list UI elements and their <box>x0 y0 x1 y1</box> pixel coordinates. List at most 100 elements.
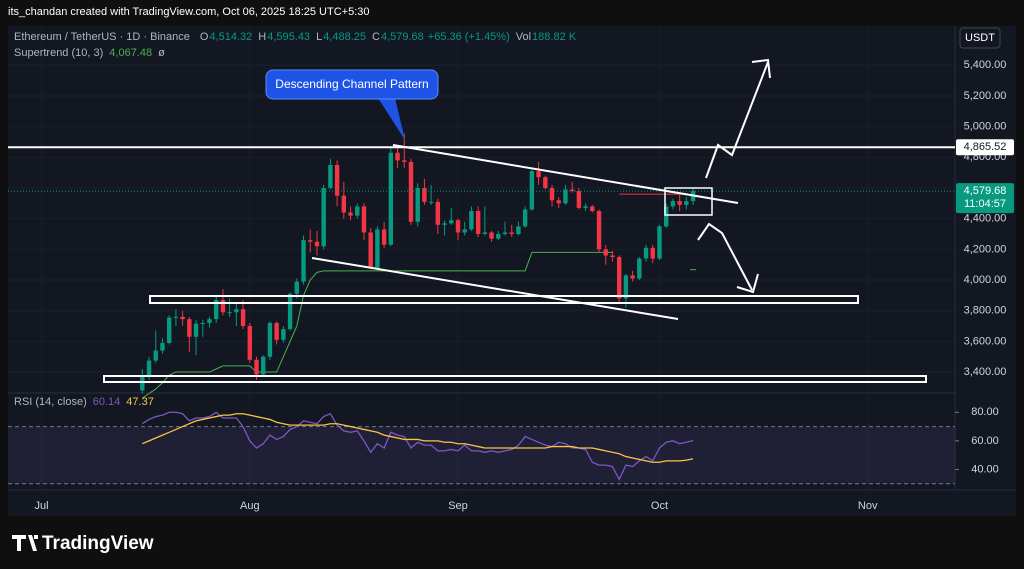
callout <box>265 69 439 100</box>
candle-body <box>234 309 239 313</box>
candle-body <box>287 293 293 330</box>
x-tick-label: Aug <box>240 500 260 512</box>
candle-body <box>549 187 555 201</box>
annotation: Descending Channel Pattern <box>275 77 428 91</box>
candle-body <box>449 220 454 224</box>
candle-body <box>301 240 306 282</box>
candle-body <box>489 232 494 239</box>
candle-body <box>663 206 669 227</box>
drawings <box>103 58 927 383</box>
candle-body <box>395 152 400 161</box>
candle-body <box>328 164 333 188</box>
candle-body <box>173 316 179 318</box>
candle-body <box>670 201 676 207</box>
breakout-box <box>664 187 713 216</box>
candle-body <box>240 309 246 327</box>
candle-body <box>435 201 441 225</box>
rsi-name: RSI (14, close) <box>14 396 87 408</box>
rsi-legend: RSI (14, close) 60.14 47.37 <box>14 396 154 408</box>
y-tick-label: 5,400.00 <box>964 59 1007 71</box>
candle-body <box>536 171 541 178</box>
candle-body <box>569 189 575 192</box>
candle-body <box>442 223 447 225</box>
rsi-tick-label: 60.00 <box>971 435 999 447</box>
ohlc-value: 4,579.68 <box>381 31 424 43</box>
candle-body <box>308 240 313 242</box>
candle-body <box>677 201 682 205</box>
y-tick-label: 4,200.00 <box>964 243 1007 255</box>
rsi-ma-value: 47.37 <box>126 396 154 408</box>
candle-body <box>368 232 373 268</box>
candle-body <box>334 164 340 196</box>
level-label: 4,865.52 <box>964 141 1007 153</box>
ohlc-key: O <box>200 31 209 43</box>
rsi-line <box>141 411 694 481</box>
candle-body <box>576 191 582 208</box>
price-label: 4,579.68 <box>964 185 1007 197</box>
y-tick-label: 3,800.00 <box>964 305 1007 317</box>
candle-body <box>180 316 185 320</box>
candle-body <box>455 220 461 233</box>
candle-body <box>630 275 635 279</box>
candle-body <box>314 241 320 247</box>
candle-body <box>207 319 212 323</box>
down-arrow <box>697 222 753 291</box>
y-tick-label: 5,000.00 <box>964 121 1007 133</box>
plot <box>8 26 959 490</box>
candle-body <box>187 319 192 337</box>
candle-body <box>543 177 548 188</box>
candle-body <box>428 201 434 203</box>
candle-body <box>603 249 608 256</box>
candle-body <box>596 211 602 250</box>
candle-body <box>140 376 145 391</box>
candle-body <box>509 232 514 235</box>
y-tick-label: 4,000.00 <box>964 274 1007 286</box>
candle-body <box>684 201 689 205</box>
x-tick-label: Sep <box>448 500 468 512</box>
candle-body <box>220 299 226 313</box>
y-tick-label: 4,400.00 <box>964 213 1007 225</box>
rsi-tick-label: 40.00 <box>971 463 999 475</box>
candle-body <box>496 234 501 239</box>
candle-body <box>408 161 414 222</box>
candle-body <box>623 275 629 299</box>
candle-body <box>637 258 642 279</box>
candle-body <box>650 247 655 259</box>
candle-body <box>522 209 528 227</box>
candle-body <box>610 255 615 258</box>
candle-body <box>214 299 219 320</box>
candle-body <box>361 206 367 233</box>
rsi-value: 60.14 <box>93 396 121 408</box>
candle-body <box>261 356 266 375</box>
candle-body <box>247 326 252 360</box>
currency-box[interactable] <box>959 27 1001 49</box>
ohlc-key: H <box>258 31 266 43</box>
candle-body <box>643 247 649 259</box>
currency[interactable]: USDT <box>965 32 995 44</box>
channel-upper <box>392 144 739 204</box>
y-tick-label: 3,400.00 <box>964 366 1007 378</box>
supertrend-legend: Supertrend (10, 3) 4,067.48 ø <box>14 47 165 59</box>
ohlc-value: 4,488.25 <box>323 31 366 43</box>
support-zone <box>103 375 927 383</box>
symbol: Ethereum / TetherUS · 1D · Binance <box>14 31 190 43</box>
candle-body <box>355 206 360 216</box>
supertrend-value: 4,067.48 <box>109 47 152 59</box>
y-tick-label: 5,200.00 <box>964 90 1007 102</box>
callout-pointer <box>378 98 405 140</box>
credit: its_chandan created with TradingView.com… <box>8 6 370 18</box>
candle-body <box>375 229 380 268</box>
candle-body <box>583 206 588 208</box>
candle-body <box>146 360 152 377</box>
candle-body <box>227 312 232 314</box>
candle-body <box>381 229 387 245</box>
candle-body <box>469 211 474 230</box>
candle-body <box>348 212 353 216</box>
candle-body <box>516 226 521 235</box>
countdown: 11:04:57 <box>964 198 1006 210</box>
supertrend-name: Supertrend (10, 3) <box>14 47 103 59</box>
channel-lower <box>311 257 679 320</box>
y-tick-label: 3,600.00 <box>964 335 1007 347</box>
candle-body <box>193 323 199 337</box>
up-arrow-head <box>751 58 771 79</box>
